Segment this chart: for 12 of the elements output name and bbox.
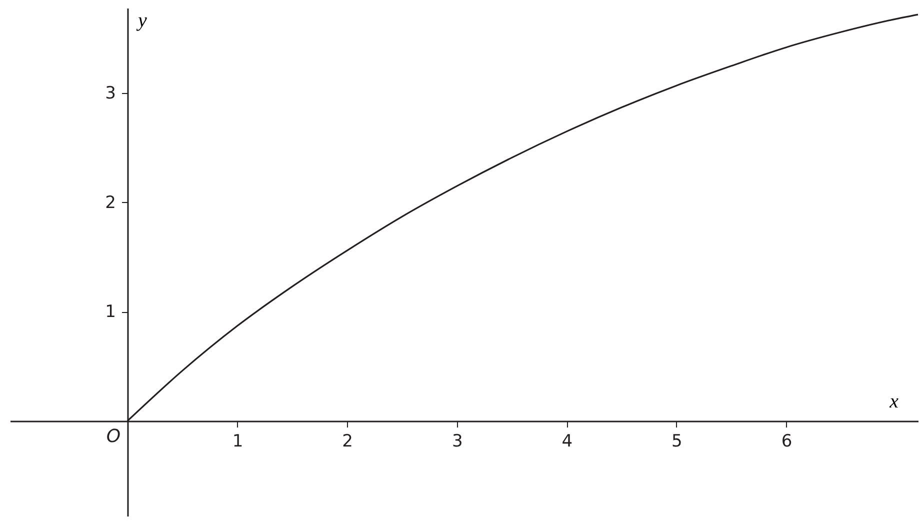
x-axis-title: x bbox=[888, 390, 899, 412]
x-tick-label: 5 bbox=[672, 431, 682, 452]
x-tick-label: 2 bbox=[342, 431, 353, 452]
y-axis-title: y bbox=[136, 10, 147, 32]
y-tick-label: 3 bbox=[105, 84, 116, 104]
x-tick-label: 4 bbox=[562, 431, 573, 452]
y-tick-label: 2 bbox=[105, 192, 116, 213]
x-tick-label: 3 bbox=[452, 431, 463, 452]
y-tick-label: 1 bbox=[105, 302, 116, 322]
x-tick-label: 1 bbox=[232, 431, 244, 452]
annotation: O bbox=[106, 426, 121, 447]
x-tick-label: 6 bbox=[781, 431, 792, 452]
